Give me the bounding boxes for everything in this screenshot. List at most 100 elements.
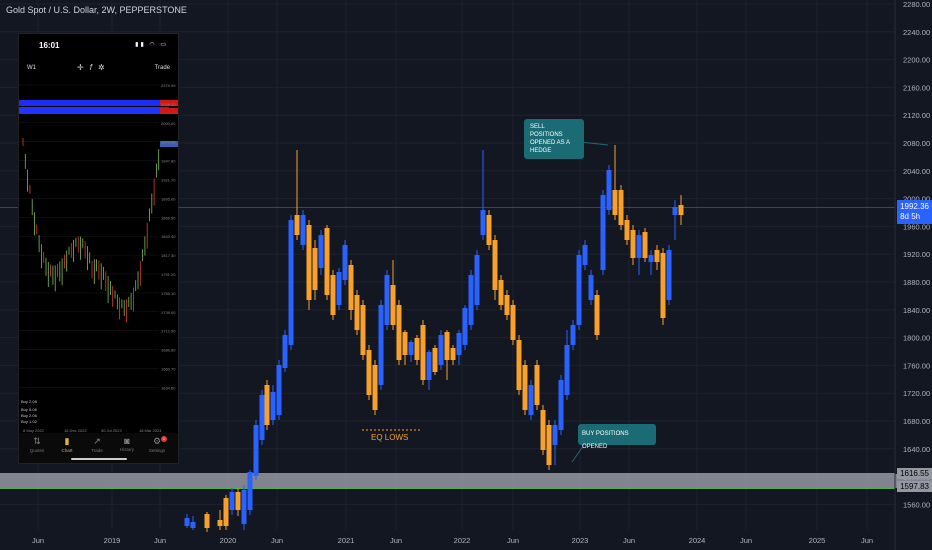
price-tick: 1720.00: [903, 389, 930, 398]
nav-chart[interactable]: ▮ Chart: [53, 436, 81, 453]
countdown-value: 8d 5h: [900, 212, 921, 221]
price-tick: 1840.00: [903, 306, 930, 315]
price-scale: 2280.00 2240.00 2200.00 2160.00 2120.00 2080.…: [903, 0, 930, 509]
trade-icon: ↗: [93, 436, 101, 446]
zone-upper-tag: 1616.55: [897, 468, 932, 479]
phone-price-tick: 1817.30: [161, 253, 176, 258]
candle-body: [204, 514, 210, 528]
candle-body: [282, 335, 288, 368]
phone-date-label: 16 Dec 2022: [64, 428, 87, 433]
price-tick: 1560.00: [903, 500, 930, 509]
price-tick: 2040.00: [903, 167, 930, 176]
chart-icon: ▮: [64, 436, 70, 446]
candle-body: [522, 365, 528, 410]
nav-quotes[interactable]: ⇅ Quotes: [23, 436, 51, 453]
phone-timeframe[interactable]: W1: [27, 65, 36, 71]
phone-price-tick: 1973.90: [161, 140, 176, 145]
candle-body: [678, 205, 684, 215]
time-label: Jun: [740, 536, 752, 545]
phone-price-tick: 1712.90: [161, 329, 176, 334]
phone-tools: ✛f✲: [77, 63, 111, 72]
price-tick: 2200.00: [903, 56, 930, 65]
candle-body: [618, 190, 624, 225]
candle-body: [354, 295, 360, 330]
candle-body: [390, 285, 396, 325]
price-tick: 1760.00: [903, 361, 930, 370]
candle-body: [372, 365, 378, 410]
chart-title: Gold Spot / U.S. Dollar, 2W, PEPPERSTONE: [6, 5, 187, 15]
nav-history[interactable]: ◙ History: [113, 436, 141, 452]
phone-screenshot: 16:01 ▮▮ ◠ ▭ W1 ✛f✲ Trade 2379.59 2026.10…: [18, 33, 179, 464]
zone-lower-tag: 1597.83: [897, 481, 932, 492]
nav-trade[interactable]: ↗ Trade: [83, 436, 111, 453]
crosshair-icon[interactable]: ✛: [77, 63, 90, 72]
candle-body: [217, 520, 223, 526]
function-icon[interactable]: f: [89, 63, 98, 72]
candle-body: [190, 522, 196, 528]
price-tick: 1800.00: [903, 334, 930, 343]
candle-body: [318, 235, 324, 268]
price-tick: 1640.00: [903, 445, 930, 454]
candle-body: [184, 518, 190, 526]
phone-order-label: Buy 5.06: [21, 407, 38, 412]
candle-body: [223, 498, 229, 526]
support-zone: [0, 474, 932, 488]
candle-body: [564, 345, 570, 395]
phone-price-tick: 1765.10: [161, 291, 176, 296]
candle-body: [612, 190, 618, 215]
phone-order-label: Buy 2.08: [21, 399, 38, 404]
phone-chart[interactable]: 2379.59 2026.10 2000.00 1973.90 1947.80 1921.…: [19, 78, 178, 438]
phone-price-tick: 1660.70: [161, 367, 176, 372]
candle-body: [294, 215, 300, 235]
phone-price-tick: 2379.59: [161, 83, 176, 88]
candle-body: [342, 245, 348, 280]
sell-callout[interactable]: SELL POSITIONS OPENED AS A HEDGE: [524, 119, 584, 159]
candle-body: [414, 338, 420, 360]
candle-body: [456, 333, 462, 355]
candle-body: [462, 308, 468, 345]
phone-candles: [22, 138, 160, 323]
candle-body: [426, 352, 432, 380]
phone-date-scale: 8 May 2022 16 Dec 2022 30 Jul 2023 18 Mar 2…: [23, 428, 162, 433]
candle-body: [312, 248, 318, 290]
candle-body: [492, 240, 498, 290]
candle-body: [306, 225, 312, 300]
candle-body: [348, 265, 354, 310]
phone-trade-button[interactable]: Trade: [154, 65, 170, 71]
nav-settings[interactable]: ⚙ Settings 1: [143, 436, 171, 453]
candle-body: [558, 380, 564, 430]
candle-body: [588, 275, 594, 300]
candle-body: [498, 280, 504, 305]
candle-body: [666, 250, 672, 300]
candle-body: [420, 325, 426, 380]
phone-price-tick: 1791.20: [161, 272, 176, 277]
phone-price-tick: 2000.00: [161, 121, 176, 126]
settings-icon: ⚙: [152, 436, 162, 446]
price-tick: 1960.00: [903, 222, 930, 231]
phone-current-tag: [160, 141, 178, 147]
current-price-value: 1992.36: [900, 202, 929, 211]
phone-price-scale: 2379.59 2026.10 2000.00 1973.90 1947.80 1921.…: [161, 83, 176, 390]
time-label: Jun: [154, 536, 166, 545]
candle-body: [546, 425, 552, 465]
candle-body: [384, 275, 390, 325]
phone-toolbar: W1 ✛f✲ Trade: [19, 62, 178, 78]
price-tick: 1880.00: [903, 278, 930, 287]
candle-body: [402, 332, 408, 355]
candle-body: [576, 255, 582, 325]
candle-body: [360, 305, 366, 355]
candle-body: [582, 245, 588, 265]
history-icon: ◙: [124, 436, 130, 446]
candle-body: [324, 228, 330, 295]
candle-body: [468, 275, 474, 325]
candle-body: [648, 255, 654, 262]
candle-body: [264, 385, 270, 425]
candle-body: [630, 230, 636, 258]
objects-icon[interactable]: ✲: [97, 63, 111, 72]
time-label: 2023: [572, 536, 589, 545]
time-label: Jun: [32, 536, 44, 545]
candle-body: [366, 350, 372, 395]
candle-body: [378, 305, 384, 385]
price-tick: 1920.00: [903, 250, 930, 259]
buy-callout[interactable]: BUY POSITIONS OPENED: [578, 424, 656, 450]
